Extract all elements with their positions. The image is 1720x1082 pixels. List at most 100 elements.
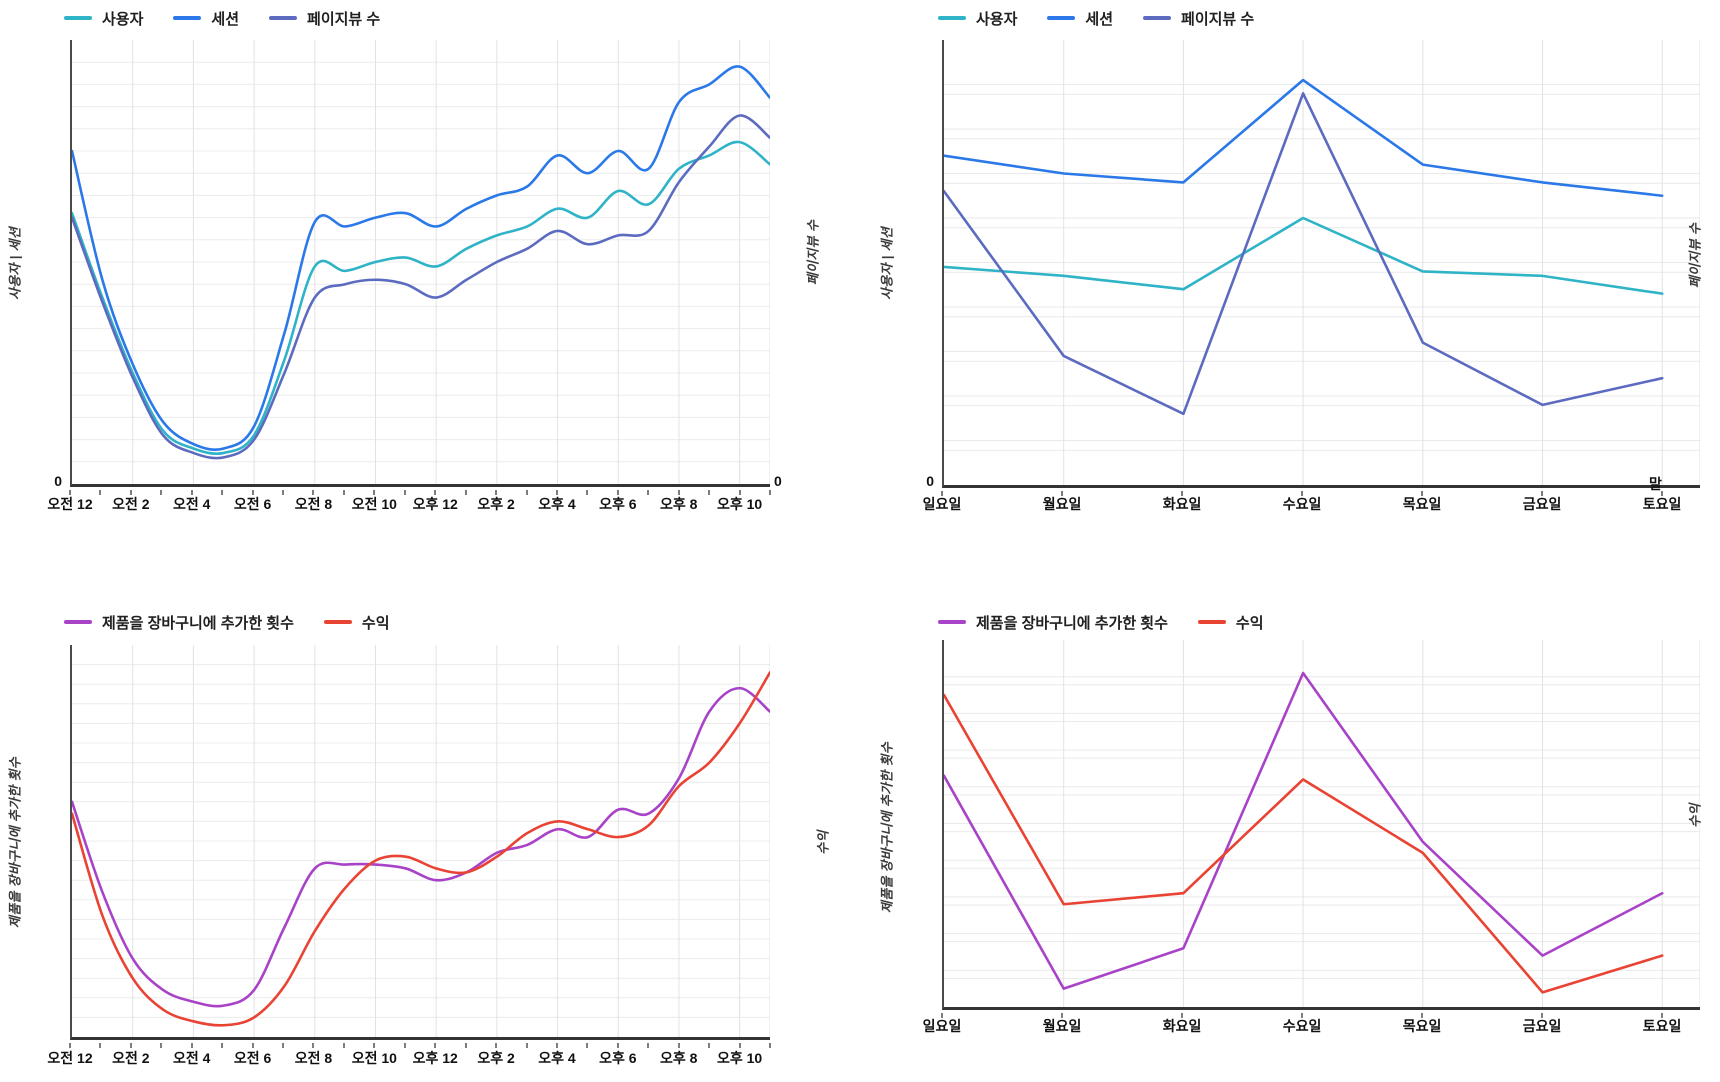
x-axis-tick-mark xyxy=(525,1043,528,1048)
legend-label: 제품을 장바구니에 추가한 횟수 xyxy=(976,614,1168,632)
legend-line-swatch xyxy=(323,620,352,624)
x-axis-tick-mark xyxy=(403,1043,406,1048)
x-axis-tick-mark xyxy=(373,490,376,495)
x-axis-ticks xyxy=(941,491,1700,497)
x-tick-label: 수요일 xyxy=(1282,496,1322,512)
legend-line-swatch xyxy=(64,16,92,20)
x-axis-tick-mark xyxy=(129,490,132,495)
legend-line-swatch xyxy=(1143,16,1172,20)
legend-item-1[interactable]: 수익 xyxy=(323,612,390,633)
x-tick-label: 오후 12 xyxy=(412,496,458,512)
legend-label: 페이지뷰 수 xyxy=(1181,10,1255,28)
x-tick-label: 오전 10 xyxy=(351,1050,397,1066)
x-tick-label: 오후 6 xyxy=(599,1050,637,1066)
x-tick-label: 토요일 xyxy=(1642,1018,1682,1034)
x-axis-tick-mark xyxy=(708,490,711,495)
x-axis-tick-mark xyxy=(941,491,943,496)
x-axis-tick-mark xyxy=(555,1043,558,1048)
legend-line-swatch xyxy=(1047,16,1076,20)
x-tick-label: 월요일 xyxy=(1042,1018,1082,1034)
plot-area-cart-revenue-by-hour[interactable] xyxy=(70,645,770,1040)
x-axis-tick-mark xyxy=(221,490,224,495)
x-axis-tick-mark xyxy=(647,490,650,495)
x-axis-tick-mark xyxy=(1661,1013,1664,1018)
x-axis-tick-mark xyxy=(342,490,345,495)
x-axis-tick-mark xyxy=(708,1043,711,1048)
y-axis-title-left: 사용자 | 세션 xyxy=(7,226,23,301)
x-axis-labels: 일요일 월요일 화요일 수요일 목요일 금요일 토요일 xyxy=(923,494,1700,514)
y-axis-origin-right: 0 xyxy=(774,473,782,489)
legend-item-2[interactable]: 페이지뷰 수 xyxy=(269,8,380,29)
legend-line-swatch xyxy=(938,620,966,624)
x-tick-label: 오후 10 xyxy=(716,1050,763,1066)
x-axis-tick-mark xyxy=(373,1043,376,1048)
x-tick-label: 오후 8 xyxy=(659,1050,698,1066)
series-line-1[interactable] xyxy=(944,80,1662,196)
plot-area-traffic-by-day[interactable] xyxy=(942,40,1700,488)
x-axis-tick-mark xyxy=(1061,1013,1064,1018)
series-line-2[interactable] xyxy=(72,115,770,458)
legend-item-0[interactable]: 제품을 장바구니에 추가한 횟수 xyxy=(938,612,1168,633)
x-tick-label: 오후 10 xyxy=(716,496,763,512)
legend-item-1[interactable]: 세션 xyxy=(1047,8,1113,29)
x-axis-tick-mark xyxy=(282,490,285,495)
series-line-1[interactable] xyxy=(944,695,1662,992)
x-axis-tick-mark xyxy=(647,1043,650,1048)
stray-label: 말 xyxy=(1649,476,1662,492)
legend-label: 사용자 xyxy=(102,10,144,28)
x-axis-tick-mark xyxy=(1541,1013,1544,1018)
legend-item-0[interactable]: 사용자 xyxy=(938,8,1017,29)
legend-label: 수익 xyxy=(361,614,390,632)
x-axis-tick-mark xyxy=(464,490,467,495)
x-tick-label: 오전 10 xyxy=(351,496,397,512)
legend-label: 페이지뷰 수 xyxy=(307,10,381,28)
x-tick-label: 일요일 xyxy=(922,496,962,512)
x-axis-ticks xyxy=(69,490,771,496)
x-axis-ticks xyxy=(941,1013,1700,1019)
x-axis-tick-mark xyxy=(190,490,193,495)
series-line-0[interactable] xyxy=(944,673,1662,989)
x-tick-label: 오전 6 xyxy=(233,1050,272,1066)
x-axis-tick-mark xyxy=(616,490,619,495)
x-tick-label: 목요일 xyxy=(1402,496,1442,512)
series-line-0[interactable] xyxy=(72,142,770,454)
x-tick-label: 오전 2 xyxy=(112,496,150,512)
x-axis-tick-mark xyxy=(190,1043,193,1048)
legend: 제품을 장바구니에 추가한 횟수 수익 xyxy=(64,610,390,634)
x-axis-tick-mark xyxy=(1181,491,1184,496)
x-axis-tick-mark xyxy=(495,490,498,495)
x-axis-tick-mark xyxy=(1661,491,1664,496)
x-tick-label: 화요일 xyxy=(1162,496,1202,512)
x-axis-tick-mark xyxy=(677,1043,680,1048)
x-axis-tick-mark xyxy=(464,1043,467,1048)
x-axis-tick-mark xyxy=(129,1043,132,1048)
legend-label: 사용자 xyxy=(976,10,1018,28)
legend-line-swatch xyxy=(64,620,92,624)
x-axis-tick-mark xyxy=(586,1043,589,1048)
series-line-0[interactable] xyxy=(72,688,770,1006)
x-axis-tick-mark xyxy=(434,1043,437,1048)
plot-area-traffic-by-hour[interactable] xyxy=(70,40,770,487)
x-axis-tick-mark xyxy=(69,1043,71,1048)
x-axis-tick-mark xyxy=(1421,1013,1424,1018)
series-line-1[interactable] xyxy=(72,66,770,449)
series-line-2[interactable] xyxy=(944,93,1662,413)
x-tick-label: 월요일 xyxy=(1042,496,1082,512)
x-axis-tick-mark xyxy=(251,1043,254,1048)
series-line-1[interactable] xyxy=(72,672,770,1025)
series-line-0[interactable] xyxy=(944,218,1662,294)
legend-item-1[interactable]: 수익 xyxy=(1197,612,1264,633)
legend-label: 제품을 장바구니에 추가한 횟수 xyxy=(102,614,294,632)
y-axis-title-left: 제품을 장바구니에 추가한 횟수 xyxy=(879,741,895,914)
plot-area-cart-revenue-by-day[interactable] xyxy=(942,640,1700,1010)
x-axis-tick-mark xyxy=(403,490,406,495)
legend-item-1[interactable]: 세션 xyxy=(173,8,239,29)
legend-item-2[interactable]: 페이지뷰 수 xyxy=(1143,8,1254,29)
y-axis-title-left: 제품을 장바구니에 추가한 횟수 xyxy=(7,756,23,929)
legend-item-0[interactable]: 제품을 장바구니에 추가한 횟수 xyxy=(64,612,294,633)
x-tick-label: 오후 12 xyxy=(412,1050,458,1066)
x-axis-tick-mark xyxy=(677,490,680,495)
x-tick-label: 오후 6 xyxy=(599,496,637,512)
x-tick-label: 화요일 xyxy=(1162,1018,1202,1034)
legend-item-0[interactable]: 사용자 xyxy=(64,8,143,29)
